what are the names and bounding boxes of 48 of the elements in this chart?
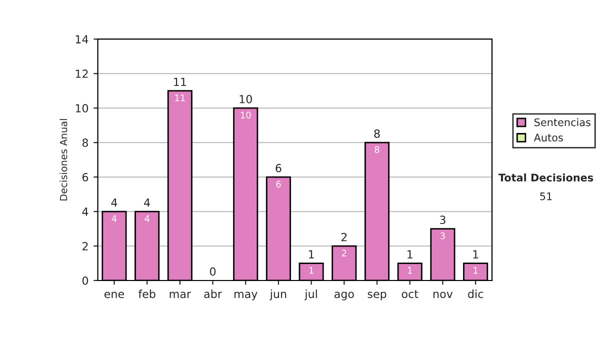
x-tick-label: oct xyxy=(402,290,418,298)
x-tick-label: ago xyxy=(334,292,354,300)
x-tick-label: mar xyxy=(170,292,192,298)
data-label: 2 xyxy=(342,250,346,256)
data-label: 4 xyxy=(112,215,117,222)
data-label: 11 xyxy=(175,94,185,102)
x-tick-label: ene xyxy=(104,292,124,298)
y-tick-label: 12 xyxy=(76,70,88,78)
x-tick-label: feb xyxy=(138,290,156,298)
y-tick-label: 0 xyxy=(82,276,88,285)
total-label: 2 xyxy=(341,232,347,242)
total-label: 1 xyxy=(408,250,412,258)
y-axis-title: Decisiones Anual xyxy=(60,119,68,200)
data-label: 8 xyxy=(374,146,380,153)
total-label: 10 xyxy=(240,94,252,104)
data-label: 1 xyxy=(408,266,412,274)
y-tick-label: 4 xyxy=(82,208,88,216)
x-tick-label: jul xyxy=(304,290,317,300)
y-tick-label: 8 xyxy=(82,138,88,147)
x-tick-label: jun xyxy=(270,290,286,300)
text: Total Decisiones xyxy=(498,173,594,182)
y-tick-label: 6 xyxy=(82,173,88,182)
text: 51 xyxy=(540,192,552,200)
data-label: 3 xyxy=(440,232,445,240)
data-label: 1 xyxy=(309,266,314,274)
x-tick-label: may xyxy=(234,292,258,300)
y-tick-label: 2 xyxy=(82,242,88,250)
x-tick-label: sep xyxy=(368,292,386,300)
data-label: 10 xyxy=(240,112,251,119)
total-label: 0 xyxy=(210,267,216,276)
total-label: 4 xyxy=(144,198,150,207)
data-label: 1 xyxy=(474,266,478,274)
data-label: 4 xyxy=(144,215,150,222)
x-tick-label: dic xyxy=(468,290,484,298)
total-label: 4 xyxy=(111,198,118,207)
total-label: 3 xyxy=(440,216,446,224)
total-label: 6 xyxy=(276,164,282,172)
total-label: 11 xyxy=(174,78,186,86)
legend-label: Autos xyxy=(534,134,563,142)
data-label: 6 xyxy=(276,180,281,188)
total-label: 8 xyxy=(374,129,380,138)
y-tick-label: 14 xyxy=(76,35,88,44)
y-tick-label: 10 xyxy=(76,104,88,112)
total-label: 1 xyxy=(473,250,478,258)
x-tick-label: abr xyxy=(204,290,222,298)
x-tick-label: nov xyxy=(434,292,453,298)
legend-label: Sentencias xyxy=(534,118,590,126)
total-label: 1 xyxy=(309,250,314,258)
